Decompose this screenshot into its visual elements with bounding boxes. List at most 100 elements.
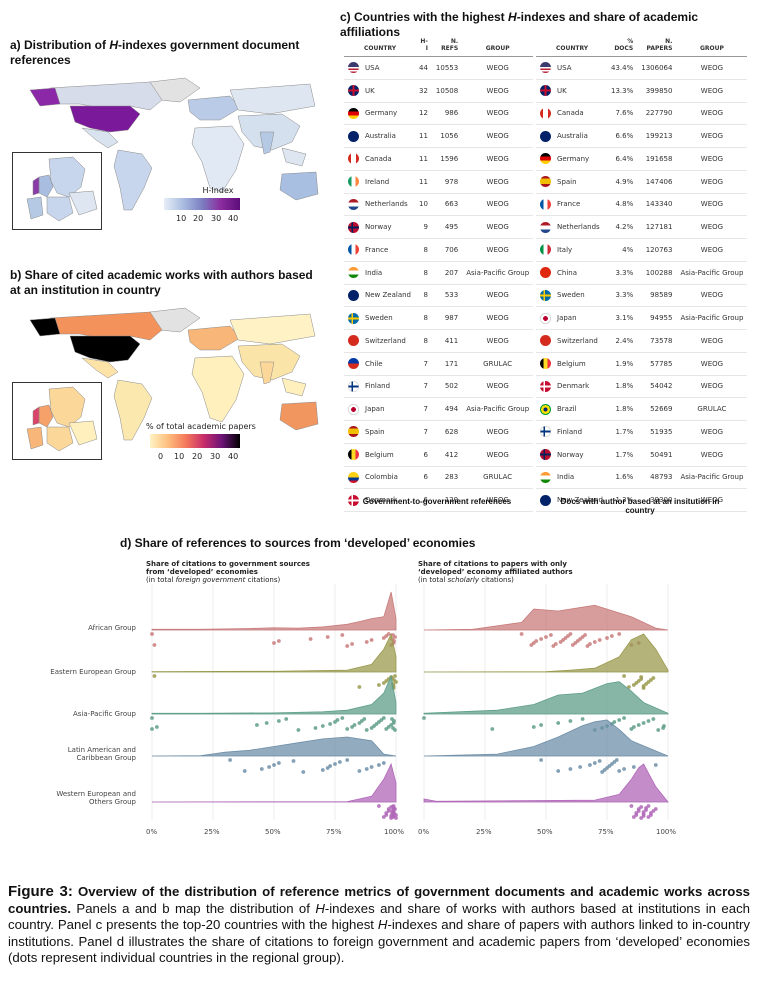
- hi-cell: 8: [415, 306, 432, 330]
- group-cell: WEOG: [676, 352, 748, 376]
- table-row: Japan 3.1% 94955 Asia-Pacific Group: [536, 306, 748, 330]
- table-row: Spain 7 628 WEOG: [344, 420, 534, 444]
- country-cell: Australia: [344, 124, 415, 148]
- map-india: [259, 131, 275, 155]
- country-point: [539, 758, 544, 762]
- cl-flag-icon: [348, 358, 359, 370]
- co-flag-icon: [348, 471, 359, 483]
- country-point: [364, 767, 369, 771]
- country-point: [150, 727, 154, 731]
- country-point: [267, 765, 272, 769]
- country-point: [639, 805, 644, 809]
- country-point: [583, 633, 587, 637]
- table-row: Chile 7 171 GRULAC: [344, 352, 534, 376]
- figure-label: Figure 3:: [8, 883, 73, 900]
- country-point: [357, 685, 362, 689]
- table-row: China 3.3% 100288 Asia-Pacific Group: [536, 261, 748, 285]
- group-cell: WEOG: [676, 147, 748, 171]
- country-point: [390, 809, 394, 813]
- country-point: [340, 716, 345, 720]
- map-africa: [191, 125, 245, 193]
- refs-cell: 10508: [431, 79, 463, 103]
- group-cell: WEOG: [462, 306, 534, 330]
- hi-cell: 8: [415, 329, 432, 353]
- us-flag-icon: [348, 62, 359, 74]
- country-name: Japan: [365, 405, 385, 414]
- hi-cell: 32: [415, 79, 432, 103]
- country-name: Australia: [557, 132, 588, 141]
- country-name: UK: [365, 86, 375, 95]
- affiliation-table: COUNTRY % DOCS N. PAPERS GROUP USA 43.4% 1…: [536, 36, 748, 512]
- density-ridge-0: [423, 604, 669, 631]
- country-name: New Zealand: [557, 496, 603, 505]
- pct-cell: 4.2%: [607, 215, 638, 239]
- country-cell: Italy: [536, 238, 607, 262]
- country-point: [369, 765, 374, 769]
- country-point: [340, 633, 345, 637]
- refs-cell: 628: [431, 420, 463, 444]
- papers-cell: 39300: [637, 488, 677, 512]
- country-point: [556, 721, 561, 725]
- hi-cell: 11: [415, 124, 432, 148]
- papers-cell: 399850: [637, 79, 677, 103]
- ie-flag-icon: [348, 176, 359, 188]
- table-row: Australia 11 1056 WEOG: [344, 124, 534, 148]
- country-cell: France: [344, 238, 415, 262]
- x-tick: 50%: [537, 828, 553, 836]
- country-cell: New Zealand: [536, 488, 607, 512]
- hi-cell: 7: [415, 397, 432, 421]
- col-header: N. REFS: [431, 36, 463, 57]
- country-point: [296, 728, 301, 732]
- table-row: Spain 4.9% 147406 WEOG: [536, 170, 748, 194]
- group-cell: Asia-Pacific Group: [462, 397, 534, 421]
- country-name: New Zealand: [365, 291, 411, 300]
- country-cell: Finland: [344, 375, 415, 399]
- country-point: [539, 637, 544, 641]
- papers-cell: 57785: [637, 352, 677, 376]
- fi-flag-icon: [348, 380, 359, 392]
- es-flag-icon: [540, 176, 551, 188]
- pct-cell: 6.4%: [607, 147, 638, 171]
- country-point: [609, 634, 614, 638]
- pct-cell: 1.9%: [607, 352, 638, 376]
- country-point: [592, 640, 597, 644]
- hi-cell: 8: [415, 261, 432, 285]
- affiliation-table-caption: Docs with author based at an insitution …: [560, 497, 720, 515]
- country-name: USA: [557, 63, 572, 72]
- group-cell: WEOG: [676, 443, 748, 467]
- table-row: Switzerland 8 411 WEOG: [344, 329, 534, 353]
- country-point: [631, 765, 636, 769]
- country-name: Netherlands: [365, 200, 408, 209]
- nz-flag-icon: [348, 289, 359, 301]
- country-point: [386, 632, 391, 636]
- density-ridge-2: [151, 674, 397, 715]
- table-row: Netherlands 10 663 WEOG: [344, 193, 534, 217]
- country-point: [276, 719, 281, 723]
- it-flag-icon: [540, 244, 551, 256]
- country-point: [264, 721, 269, 725]
- country-point: [653, 763, 658, 767]
- country-name: Belgium: [365, 450, 394, 459]
- group-cell: WEOG: [462, 124, 534, 148]
- country-point: [364, 640, 369, 644]
- table-row: Brazil 1.8% 52669 GRULAC: [536, 397, 748, 421]
- map-europe: [187, 95, 241, 121]
- share-legend-tick: 10: [174, 452, 185, 461]
- country-point: [390, 717, 394, 721]
- papers-cell: 98589: [637, 284, 677, 308]
- table-row: India 8 207 Asia-Pacific Group: [344, 261, 534, 285]
- table-row: Ireland 11 978 WEOG: [344, 170, 534, 194]
- country-cell: Denmark: [344, 488, 415, 512]
- pct-cell: 3.1%: [607, 306, 638, 330]
- panel-d-title: d) Share of references to sources from ‘…: [120, 536, 476, 550]
- pct-cell: 43.4%: [607, 56, 638, 80]
- country-point: [337, 760, 342, 764]
- density-ridge-3: [151, 736, 397, 757]
- jp-flag-icon: [540, 312, 551, 324]
- country-point: [325, 635, 330, 639]
- panel-c-title: c) Countries with the highest H-indexes …: [340, 10, 699, 39]
- country-point: [357, 769, 362, 773]
- hi-cell: 7: [415, 420, 432, 444]
- country-name: USA: [365, 63, 380, 72]
- country-cell: Sweden: [344, 306, 415, 330]
